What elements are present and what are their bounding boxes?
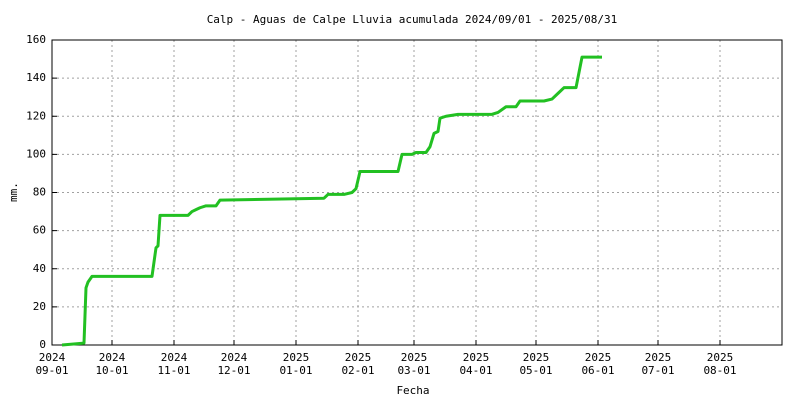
x-tick-label: 01-01 bbox=[279, 364, 312, 377]
x-tick-label: 08-01 bbox=[703, 364, 736, 377]
x-tick-label: 02-01 bbox=[341, 364, 374, 377]
x-tick-label: 2024 bbox=[161, 351, 188, 364]
plot-frame bbox=[51, 39, 783, 346]
x-tick-label: 10-01 bbox=[95, 364, 128, 377]
y-tick-label: 20 bbox=[33, 300, 46, 313]
x-tick-label: 2025 bbox=[401, 351, 428, 364]
x-tick-label: 2025 bbox=[523, 351, 550, 364]
x-tick-label: 07-01 bbox=[641, 364, 674, 377]
x-tick-label: 2025 bbox=[283, 351, 310, 364]
y-tick-label: 60 bbox=[33, 224, 46, 237]
x-axis-label: Fecha bbox=[396, 384, 429, 397]
y-tick-label: 120 bbox=[26, 109, 46, 122]
x-tick-label: 2025 bbox=[645, 351, 672, 364]
y-tick-label: 80 bbox=[33, 186, 46, 199]
x-tick-label: 11-01 bbox=[157, 364, 190, 377]
x-tick-label: 09-01 bbox=[35, 364, 68, 377]
x-tick-label: 04-01 bbox=[459, 364, 492, 377]
y-tick-label: 100 bbox=[26, 147, 46, 160]
y-tick-label: 40 bbox=[33, 262, 46, 275]
x-tick-label: 2024 bbox=[99, 351, 126, 364]
y-tick-label: 0 bbox=[39, 338, 46, 351]
chart-title: Calp - Aguas de Calpe Lluvia acumulada 2… bbox=[207, 13, 618, 26]
x-tick-label: 05-01 bbox=[519, 364, 552, 377]
y-axis-label: mm. bbox=[7, 182, 20, 202]
x-tick-label: 2024 bbox=[39, 351, 66, 364]
x-tick-label: 03-01 bbox=[397, 364, 430, 377]
x-tick-label: 06-01 bbox=[581, 364, 614, 377]
x-tick-label: 2025 bbox=[345, 351, 372, 364]
y-tick-label: 160 bbox=[26, 33, 46, 46]
y-tick-label: 140 bbox=[26, 71, 46, 84]
data-line bbox=[61, 55, 602, 347]
x-tick-label: 2025 bbox=[585, 351, 612, 364]
x-tick-label: 12-01 bbox=[217, 364, 250, 377]
x-tick-label: 2025 bbox=[463, 351, 490, 364]
x-tick-label: 2025 bbox=[707, 351, 734, 364]
x-tick-label: 2024 bbox=[221, 351, 248, 364]
